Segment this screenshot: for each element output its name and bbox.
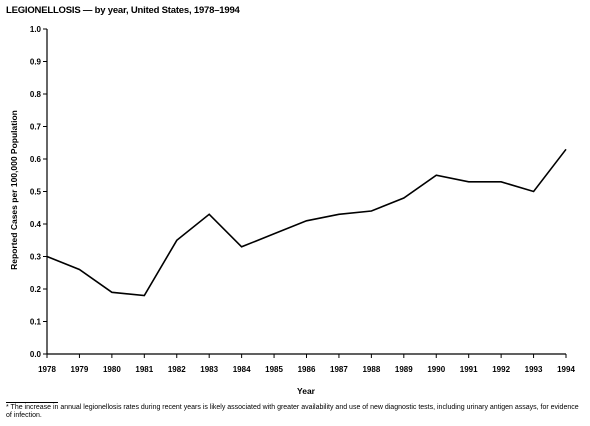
x-tick-label: 1981 <box>135 365 153 374</box>
y-tick-label: 0.3 <box>30 253 42 262</box>
y-tick-label: 1.0 <box>30 25 42 34</box>
x-tick-label: 1983 <box>200 365 218 374</box>
y-tick-label: 0.0 <box>30 350 42 359</box>
x-tick-label: 1990 <box>427 365 445 374</box>
x-tick-label: 1985 <box>265 365 283 374</box>
y-tick-label: 0.4 <box>30 220 42 229</box>
x-tick-label: 1992 <box>492 365 510 374</box>
axes <box>46 29 566 355</box>
x-tick-label: 1982 <box>168 365 186 374</box>
y-tick-label: 0.9 <box>30 58 42 67</box>
footnote: * The increase in annual legionellosis r… <box>6 404 579 419</box>
x-axis-label: Year <box>297 386 316 396</box>
y-tick-label: 0.2 <box>30 285 42 294</box>
line-chart: 0.00.10.20.30.40.50.60.70.80.91.0 1978 19… <box>9 25 575 396</box>
y-tick-label: 0.1 <box>30 318 42 327</box>
y-tick-label: 0.7 <box>30 123 42 132</box>
x-tick-label: 1991 <box>460 365 478 374</box>
x-tick-label: 1986 <box>298 365 316 374</box>
y-tick-label: 0.8 <box>30 90 42 99</box>
series-line <box>46 148 567 297</box>
x-tick-label: 1988 <box>362 365 380 374</box>
x-tick-label: 1987 <box>330 365 348 374</box>
chart-title: LEGIONELLOSIS — by year, United States, … <box>6 5 240 16</box>
x-tick-label: 1978 <box>38 365 56 374</box>
x-tick-label: 1979 <box>71 365 89 374</box>
x-tick-label: 1980 <box>103 365 121 374</box>
x-axis-ticks: 1978 1979 1980 1981 1982 1983 1984 1985 1986 1987… <box>38 354 575 374</box>
x-tick-label: 1984 <box>233 365 251 374</box>
y-tick-label: 0.5 <box>30 188 42 197</box>
x-tick-label: 1993 <box>525 365 543 374</box>
footnote-rule <box>6 402 58 403</box>
x-tick-label: 1989 <box>395 365 413 374</box>
x-tick-label: 1994 <box>557 365 575 374</box>
y-tick-label: 0.6 <box>30 155 42 164</box>
y-axis-ticks: 0.0 0.1 0.2 0.3 0.4 0.5 0.6 0.7 0.8 0.9 1.0 <box>30 25 47 359</box>
y-axis-label: Reported Cases per 100,000 Population <box>9 110 19 270</box>
